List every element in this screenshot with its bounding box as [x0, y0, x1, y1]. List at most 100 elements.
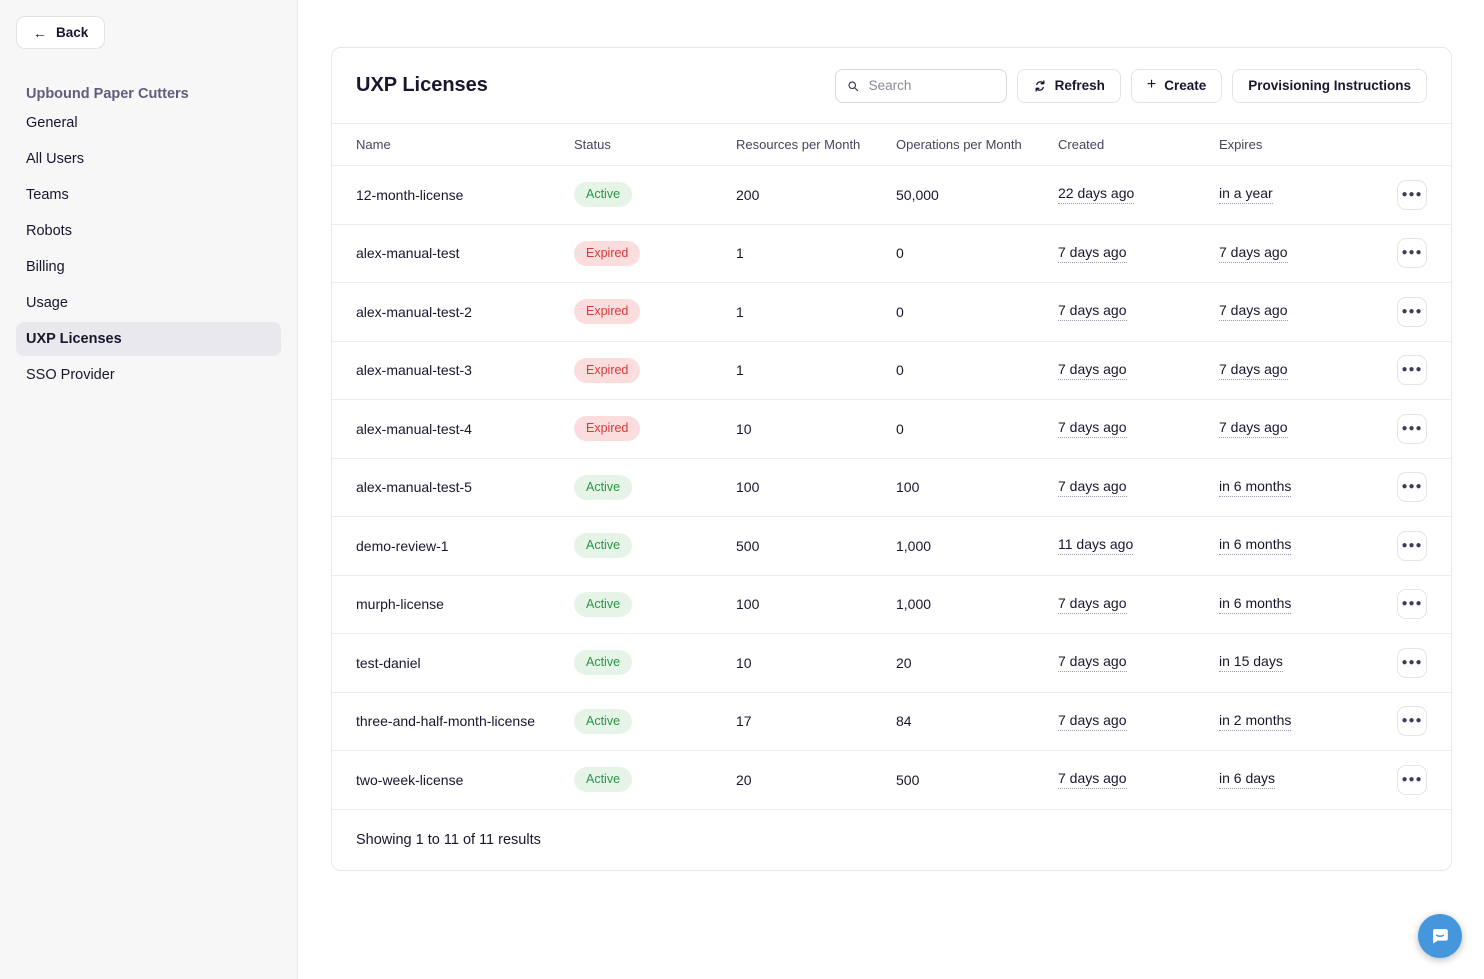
license-name: alex-manual-test-3 [356, 362, 472, 379]
created-value[interactable]: 7 days ago [1058, 478, 1127, 497]
expires-value[interactable]: in 2 months [1219, 712, 1292, 731]
resources-per-month-value: 17 [736, 713, 752, 730]
status-badge: Active [574, 474, 633, 500]
created-value[interactable]: 7 days ago [1058, 244, 1127, 263]
created-cell: 7 days ago [1058, 595, 1219, 614]
sidebar: ← Back Upbound Paper Cutters General All… [0, 0, 298, 979]
expires-cell: in 6 months [1219, 478, 1389, 497]
resources-per-month-value: 20 [736, 771, 752, 788]
row-actions-button[interactable]: ●●● [1397, 238, 1427, 269]
expires-value[interactable]: in 6 months [1219, 478, 1292, 497]
row-actions-button[interactable]: ●●● [1397, 706, 1427, 737]
ellipsis-icon: ●●● [1401, 773, 1423, 785]
status-badge: Active [574, 708, 633, 734]
table-header-row: Name Status Resources per Month Operatio… [332, 123, 1451, 166]
license-name: alex-manual-test [356, 245, 460, 262]
sidebar-nav: General All Users Teams Robots Billing U… [16, 106, 281, 392]
expires-value[interactable]: 7 days ago [1219, 419, 1288, 439]
ellipsis-icon: ●●● [1401, 422, 1423, 434]
created-value[interactable]: 11 days ago [1058, 536, 1134, 556]
ellipsis-icon: ●●● [1401, 247, 1423, 259]
sidebar-item-sso-provider[interactable]: SSO Provider [26, 367, 115, 383]
expires-value[interactable]: in 6 months [1219, 595, 1292, 614]
chat-bubble-icon [1433, 929, 1448, 944]
created-value[interactable]: 22 days ago [1058, 185, 1135, 205]
row-actions-button[interactable]: ●●● [1397, 764, 1427, 795]
sidebar-item-general[interactable]: General [26, 115, 78, 131]
created-value[interactable]: 7 days ago [1058, 361, 1127, 380]
sidebar-item-all-users[interactable]: All Users [26, 151, 85, 167]
status-cell: Active [574, 591, 736, 617]
row-actions-button[interactable]: ●●● [1397, 589, 1427, 620]
expires-value[interactable]: in 6 months [1219, 536, 1292, 556]
actions-cell: ●●● [1397, 179, 1427, 210]
license-name: 12-month-license [356, 186, 464, 203]
table-row: alex-manual-test-2 Expired 1 0 7 days ag… [332, 283, 1451, 342]
license-name: alex-manual-test-5 [356, 479, 472, 496]
expires-value[interactable]: in 15 days [1219, 653, 1283, 673]
results-count-text: Showing 1 to 11 of 11 results [356, 831, 541, 848]
created-value[interactable]: 7 days ago [1058, 770, 1127, 790]
resources-per-month-value: 500 [736, 537, 760, 554]
sidebar-item-robots[interactable]: Robots [26, 223, 72, 239]
sidebar-item-teams[interactable]: Teams [26, 187, 69, 203]
expires-value[interactable]: 7 days ago [1219, 361, 1288, 380]
expires-value[interactable]: in a year [1219, 185, 1273, 205]
status-badge: Active [574, 650, 633, 676]
status-cell: Active [574, 474, 736, 500]
status-cell: Expired [574, 416, 736, 442]
back-button[interactable]: ← Back [16, 16, 106, 49]
create-button-label: Create [1164, 78, 1207, 93]
expires-value[interactable]: in 6 days [1219, 770, 1276, 790]
column-header-status: Status [574, 137, 611, 152]
resources-per-month-value: 1 [736, 303, 744, 320]
status-cell: Expired [574, 240, 736, 266]
actions-cell: ●●● [1397, 647, 1427, 678]
status-badge: Expired [574, 299, 641, 325]
table-row: demo-review-1 Active 500 1,000 11 days a… [332, 517, 1451, 576]
expires-value[interactable]: 7 days ago [1219, 302, 1288, 322]
row-actions-button[interactable]: ●●● [1397, 472, 1427, 503]
table-row: test-daniel Active 10 20 7 days ago in 1… [332, 634, 1451, 693]
row-actions-button[interactable]: ●●● [1397, 296, 1427, 327]
operations-per-month-value: 50,000 [896, 186, 939, 203]
operations-per-month-value: 0 [896, 420, 904, 437]
row-actions-button[interactable]: ●●● [1397, 413, 1427, 444]
operations-per-month-value: 20 [896, 654, 912, 671]
expires-cell: in 6 months [1219, 595, 1389, 614]
created-value[interactable]: 7 days ago [1058, 302, 1127, 322]
chat-launcher-button[interactable] [1418, 914, 1462, 958]
ellipsis-icon: ●●● [1401, 539, 1423, 551]
created-value[interactable]: 7 days ago [1058, 712, 1127, 731]
row-actions-button[interactable]: ●●● [1397, 179, 1427, 210]
actions-cell: ●●● [1397, 413, 1427, 444]
resources-per-month-value: 200 [736, 186, 760, 203]
operations-per-month-value: 0 [896, 303, 904, 320]
created-value[interactable]: 7 days ago [1058, 595, 1127, 614]
column-header-resources: Resources per Month [736, 137, 861, 152]
resources-per-month-value: 100 [736, 596, 760, 613]
row-actions-button[interactable]: ●●● [1397, 355, 1427, 386]
actions-cell: ●●● [1397, 472, 1427, 503]
sidebar-item-uxp-licenses[interactable]: UXP Licenses [16, 322, 281, 356]
row-actions-button[interactable]: ●●● [1397, 530, 1427, 561]
refresh-icon [1035, 79, 1045, 92]
actions-cell: ●●● [1397, 355, 1427, 386]
ellipsis-icon: ●●● [1401, 715, 1423, 727]
sidebar-item-billing[interactable]: Billing [26, 259, 65, 275]
table-row: alex-manual-test-4 Expired 10 0 7 days a… [332, 400, 1451, 459]
refresh-button[interactable]: Refresh [1016, 68, 1121, 103]
status-cell: Expired [574, 299, 736, 325]
create-button[interactable]: + Create [1130, 68, 1223, 103]
ellipsis-icon: ●●● [1401, 481, 1423, 493]
status-cell: Active [574, 650, 736, 676]
sidebar-item-usage[interactable]: Usage [26, 295, 68, 311]
created-value[interactable]: 7 days ago [1058, 419, 1127, 439]
card-header: UXP Licenses Refresh [332, 48, 1451, 123]
operations-per-month-value: 1,000 [896, 596, 932, 613]
provisioning-instructions-button[interactable]: Provisioning Instructions [1232, 68, 1427, 103]
expires-value[interactable]: 7 days ago [1219, 244, 1288, 263]
row-actions-button[interactable]: ●●● [1397, 647, 1427, 678]
search-input[interactable] [866, 77, 995, 94]
created-value[interactable]: 7 days ago [1058, 653, 1127, 673]
